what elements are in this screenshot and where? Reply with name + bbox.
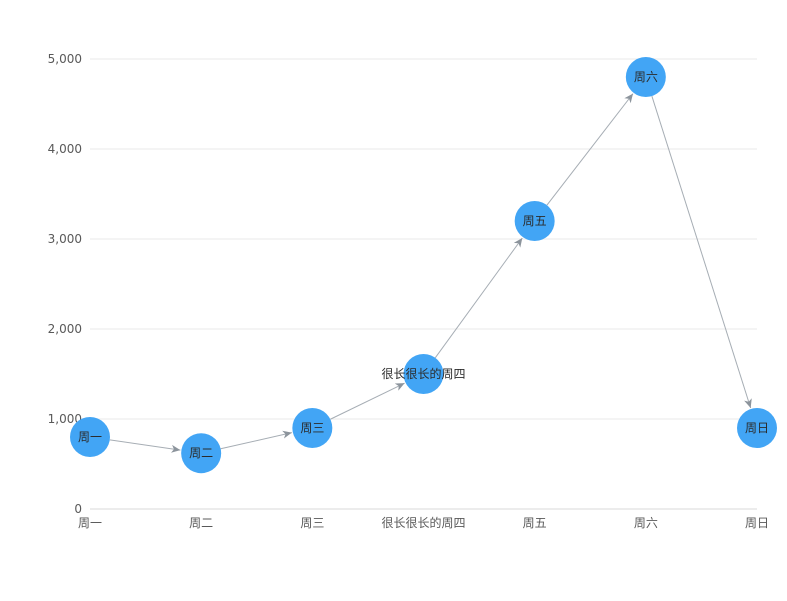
data-point-node[interactable] <box>70 417 110 457</box>
series-edge-arrow <box>220 430 292 450</box>
y-tick-label: 4,000 <box>48 142 82 156</box>
data-point-node[interactable] <box>403 354 444 394</box>
series-edge-arrow <box>109 439 181 453</box>
data-point-label: 周二 <box>189 446 213 460</box>
series-edge-arrow <box>651 95 752 409</box>
data-point-label: 周日 <box>745 421 769 435</box>
axis-layer: 01,0002,0003,0004,0005,000周一 周二 周三 很长很长的周四周… <box>48 52 769 530</box>
y-tick-label: 5,000 <box>48 52 82 66</box>
data-point-label: 很长很长的周四 <box>381 366 465 381</box>
series-edge-arrow <box>330 382 405 420</box>
data-point-node[interactable] <box>292 408 333 448</box>
data-point-label: 周六 <box>634 70 658 84</box>
data-point-node[interactable] <box>625 57 666 97</box>
x-tick-label: 周二 <box>189 516 213 530</box>
data-point-node[interactable] <box>737 408 777 448</box>
data-point-label: 周三 <box>300 421 324 435</box>
series-edge-arrow <box>546 93 634 206</box>
y-tick-label: 1,000 <box>48 412 82 426</box>
data-point-node[interactable] <box>514 201 555 241</box>
x-tick-label: 周五 <box>523 516 547 530</box>
x-tick-label: 周日 <box>745 516 769 530</box>
x-tick-label: 周一 <box>78 516 102 530</box>
x-tick-label: 很长很长的周四 <box>381 515 465 530</box>
data-point-node[interactable] <box>181 433 222 474</box>
data-point-label: 周一 <box>78 430 102 444</box>
x-tick-label: 周三 <box>300 516 324 530</box>
y-tick-label: 0 <box>74 502 82 516</box>
y-tick-label: 2,000 <box>48 322 82 336</box>
x-tick-label: 周六 <box>634 516 658 530</box>
edge-layer <box>109 93 752 453</box>
grid-layer <box>90 58 757 510</box>
series-edge-arrow <box>434 237 523 359</box>
y-tick-label: 3,000 <box>48 232 82 246</box>
data-point-label: 周五 <box>523 214 547 228</box>
